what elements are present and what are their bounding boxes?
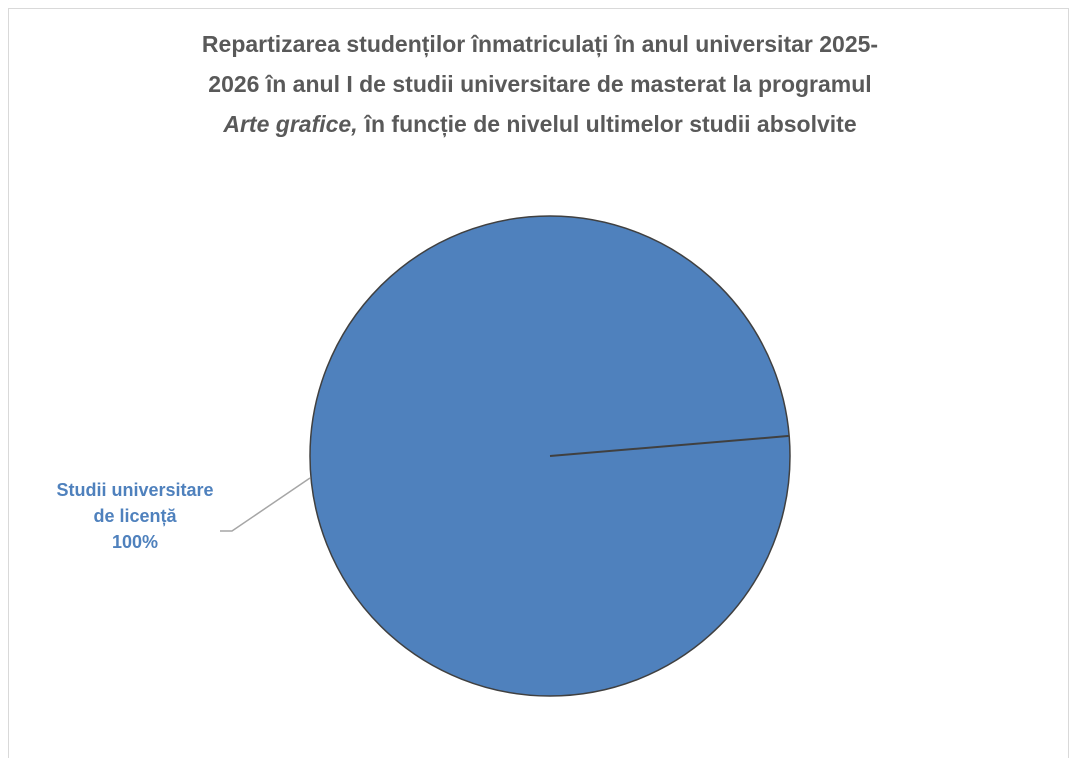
chart-title: Repartizarea studenților înmatriculați î… — [202, 31, 878, 58]
chart-title: Arte grafice, — [222, 111, 357, 137]
value-label: 100% — [111, 532, 159, 552]
chart-title: în funcție de nivelul ultimelor studii a… — [364, 111, 857, 138]
pie — [309, 215, 791, 697]
category-label: Studii universitare de licență — [56, 480, 214, 526]
leader-line — [220, 477, 311, 532]
data-label: Studii universitare de licență 100% — [50, 477, 220, 555]
chart-title: Arte grafice, în funcție de nivelul ultim… — [222, 111, 856, 138]
chart-title: 2026 în anul I de studii universitare de… — [208, 71, 871, 97]
slice-edge — [549, 434, 790, 457]
